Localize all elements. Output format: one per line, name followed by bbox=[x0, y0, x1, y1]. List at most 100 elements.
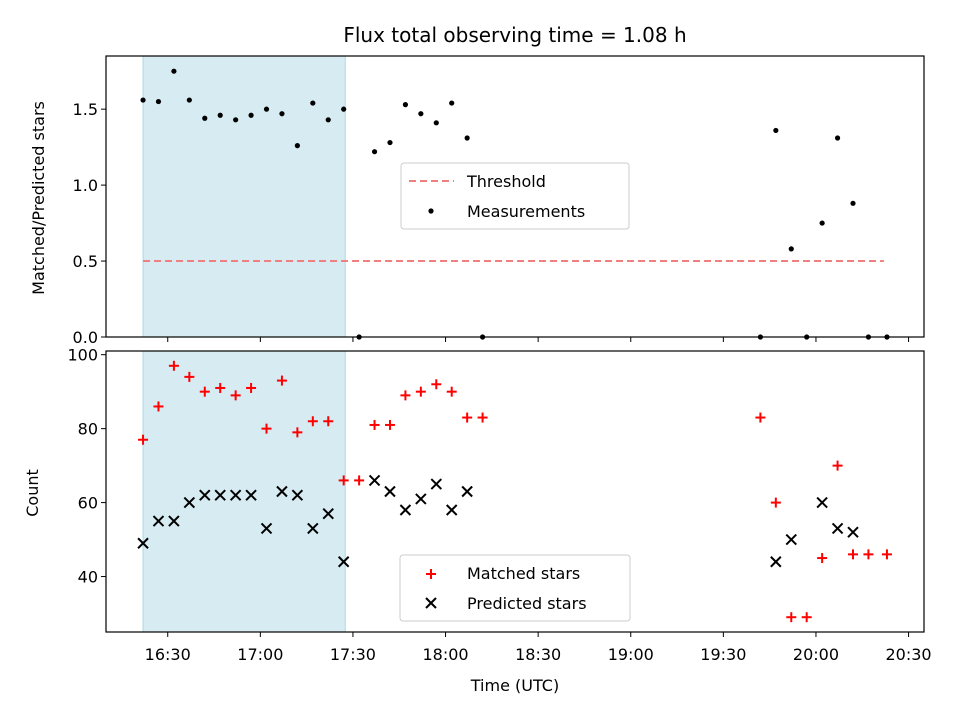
y-tick-label: 100 bbox=[67, 346, 98, 365]
plot-frame bbox=[105, 55, 925, 338]
matched-star-marker bbox=[384, 419, 395, 430]
measurement-point bbox=[387, 139, 393, 146]
predicted-star-marker bbox=[384, 485, 396, 498]
predicted-marker-b bbox=[214, 489, 226, 501]
x-tick-label: 20:30 bbox=[886, 645, 932, 664]
x-tick-label: 19:00 bbox=[608, 645, 654, 664]
measurement-point bbox=[850, 200, 856, 206]
plot-frame bbox=[105, 350, 925, 633]
matched-star-marker bbox=[230, 390, 241, 401]
measurement-point bbox=[279, 111, 285, 117]
matched-star-marker bbox=[426, 569, 436, 579]
predicted-star-marker bbox=[152, 515, 165, 527]
measurement-point bbox=[341, 106, 347, 112]
predicted-marker-b bbox=[260, 522, 273, 535]
measurement-point bbox=[155, 98, 162, 105]
matched-star-marker bbox=[446, 386, 457, 397]
measurement-point bbox=[819, 220, 825, 226]
matched-star-marker bbox=[863, 549, 874, 560]
predicted-marker-b bbox=[816, 496, 828, 509]
predicted-marker-b bbox=[399, 504, 412, 516]
matched-star-marker bbox=[400, 390, 411, 401]
shaded-observing-span bbox=[142, 55, 346, 338]
matched-star-marker bbox=[801, 612, 812, 623]
measurement-point bbox=[433, 120, 439, 126]
predicted-marker-b bbox=[307, 522, 319, 535]
measurement-point bbox=[202, 115, 208, 121]
predicted-marker-b bbox=[430, 478, 442, 490]
predicted-marker-b bbox=[229, 489, 242, 501]
matched-star-marker bbox=[770, 497, 781, 508]
matched-star-marker bbox=[415, 386, 426, 397]
measurement-point bbox=[464, 135, 470, 141]
predicted-star-marker bbox=[446, 504, 458, 516]
predicted-star-marker bbox=[816, 496, 828, 509]
legend-matched-label: Matched stars bbox=[467, 564, 580, 583]
predicted-star-marker bbox=[430, 478, 442, 490]
x-tick-label: 19:30 bbox=[700, 645, 746, 664]
matched-star-marker bbox=[323, 416, 334, 427]
matched-star-marker bbox=[168, 360, 179, 371]
y-tick-label: 1.5 bbox=[73, 100, 98, 119]
matched-star-marker bbox=[199, 386, 210, 397]
matched-star-marker bbox=[881, 549, 892, 560]
predicted-marker-b bbox=[322, 507, 334, 520]
predicted-star-marker bbox=[399, 504, 412, 516]
matched-star-marker bbox=[246, 382, 257, 393]
measurement-point bbox=[788, 246, 794, 252]
count-ylabel: Count bbox=[23, 469, 42, 517]
measurement-point bbox=[325, 117, 331, 123]
ratio-legend: Threshold Measurements bbox=[400, 162, 630, 230]
predicted-marker-b bbox=[415, 493, 427, 505]
predicted-star-marker bbox=[199, 489, 211, 501]
predicted-star-marker bbox=[425, 597, 437, 609]
measurement-point bbox=[371, 149, 378, 155]
matched-star-marker bbox=[755, 412, 766, 423]
predicted-star-marker bbox=[307, 522, 319, 535]
y-tick-label: 40 bbox=[78, 568, 98, 587]
ratio-ylabel: Matched/Predicted stars bbox=[29, 101, 48, 295]
matched-star-marker bbox=[817, 553, 828, 564]
x-tick-label: 20:00 bbox=[793, 645, 839, 664]
matched-star-marker bbox=[462, 412, 473, 423]
predicted-marker-b bbox=[368, 474, 381, 487]
predicted-marker-b bbox=[425, 597, 437, 609]
predicted-star-marker bbox=[137, 537, 149, 549]
predicted-marker-b bbox=[384, 485, 396, 498]
predicted-marker-b bbox=[785, 533, 797, 546]
predicted-star-marker bbox=[276, 485, 288, 498]
predicted-star-marker bbox=[229, 489, 242, 501]
x-tick-label: 18:30 bbox=[515, 645, 561, 664]
matched-star-marker bbox=[354, 475, 365, 486]
legend-measurements-label: Measurements bbox=[467, 202, 585, 221]
x-tick-label: 17:30 bbox=[330, 645, 376, 664]
x-tick-label: 17:00 bbox=[237, 645, 283, 664]
matched-star-marker bbox=[832, 460, 843, 471]
predicted-star-marker bbox=[214, 489, 226, 501]
predicted-marker-b bbox=[199, 489, 211, 501]
matched-star-marker bbox=[431, 379, 442, 390]
predicted-star-marker bbox=[785, 533, 797, 546]
measurement-point bbox=[402, 102, 409, 108]
predicted-marker-b bbox=[446, 504, 458, 516]
matched-star-marker bbox=[184, 371, 195, 382]
ratio-panel: Matched/Predicted stars 0.0 0.5 1.0 1.5 Thre… bbox=[29, 55, 925, 347]
measurement-point bbox=[773, 127, 779, 134]
measurement-point bbox=[171, 68, 177, 74]
matched-star-marker bbox=[477, 412, 488, 423]
measurement-point bbox=[186, 97, 192, 103]
predicted-marker-b bbox=[770, 556, 782, 568]
predicted-marker-b bbox=[137, 537, 149, 549]
matched-star-marker bbox=[292, 427, 303, 438]
y-tick-label: 1.0 bbox=[73, 176, 98, 195]
measurement-point bbox=[449, 100, 455, 106]
count-legend: Matched stars Predicted stars bbox=[399, 554, 631, 622]
predicted-marker-b bbox=[152, 515, 165, 527]
measurement-point bbox=[418, 111, 424, 117]
predicted-star-marker bbox=[415, 493, 427, 505]
measurement-point bbox=[310, 100, 316, 106]
y-tick-label: 80 bbox=[78, 420, 98, 439]
predicted-star-marker bbox=[291, 489, 304, 501]
y-tick-label: 0.0 bbox=[73, 328, 98, 347]
